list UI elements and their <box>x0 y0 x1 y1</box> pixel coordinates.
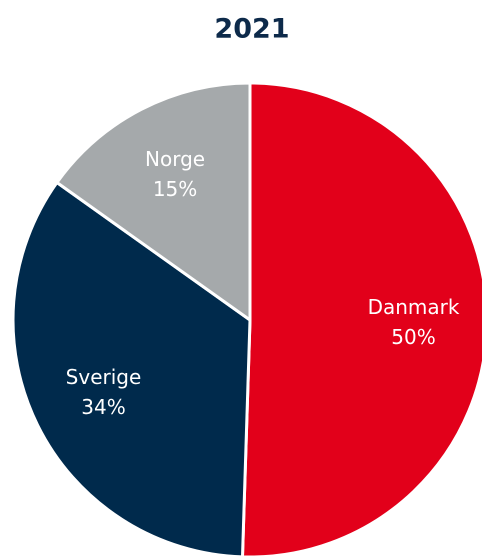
pie-slice <box>55 81 252 322</box>
slice-value-label: 34% <box>81 395 125 419</box>
chart-title: 2021 <box>214 14 289 45</box>
slice-label: Sverige <box>66 365 142 389</box>
slice-value-label: 50% <box>391 325 435 349</box>
slice-label: Norge <box>145 147 205 171</box>
slice-label: Danmark <box>368 295 460 319</box>
pie-slice <box>11 181 252 556</box>
pie-slice <box>241 81 482 556</box>
slice-value-label: 15% <box>153 177 197 201</box>
